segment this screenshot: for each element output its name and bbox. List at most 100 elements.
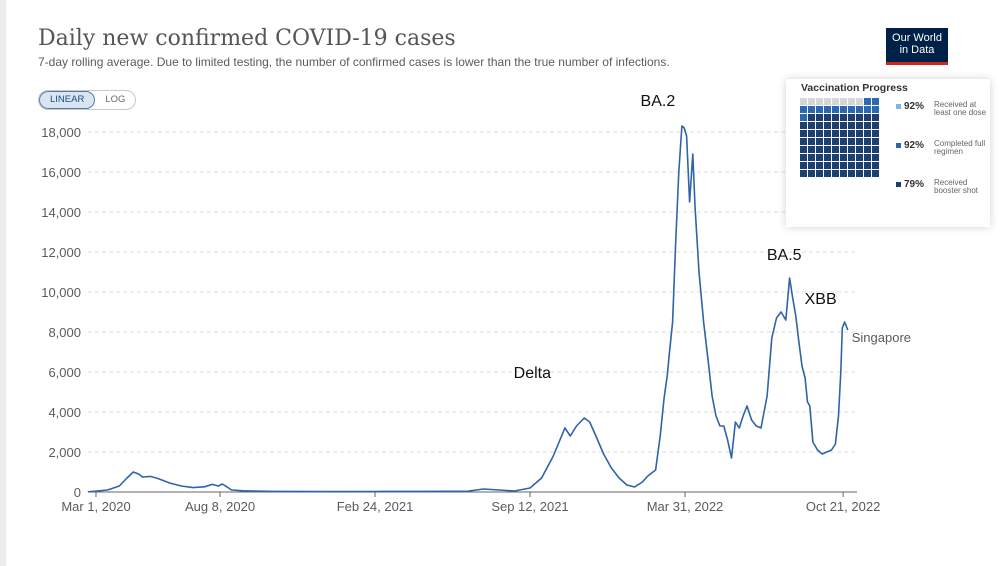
waffle-cell — [816, 106, 823, 113]
waffle-cell — [832, 122, 839, 129]
waffle-cell — [824, 130, 831, 137]
waffle-cell — [864, 122, 871, 129]
waffle-cell — [872, 114, 879, 121]
waffle-cell — [816, 122, 823, 129]
page-edge — [0, 0, 6, 566]
waffle-cell — [872, 106, 879, 113]
x-tick-label: Aug 8, 2020 — [185, 499, 255, 514]
waffle-cell — [808, 146, 815, 153]
waffle-cell — [832, 154, 839, 161]
waffle-cell — [872, 154, 879, 161]
waffle-cell — [800, 122, 807, 129]
waffle-cell — [848, 114, 855, 121]
booster-label: Received booster shot — [934, 178, 979, 195]
waffle-cell — [808, 122, 815, 129]
waffle-cell — [800, 146, 807, 153]
waffle-cell — [864, 106, 871, 113]
linear-scale-button[interactable]: LINEAR — [39, 91, 96, 109]
waffle-cell — [816, 114, 823, 121]
x-axis-ticks: Mar 1, 2020 Aug 8, 2020 Feb 24, 2021 Sep 12… — [61, 492, 880, 514]
y-tick-label: 6,000 — [48, 365, 81, 380]
waffle-cell — [832, 138, 839, 145]
waffle-cell — [824, 138, 831, 145]
waffle-cell — [840, 114, 847, 121]
waffle-cell — [808, 114, 815, 121]
waffle-cell — [840, 154, 847, 161]
full-swatch — [896, 143, 901, 148]
waffle-cell — [808, 138, 815, 145]
waffle-cell — [848, 138, 855, 145]
waffle-cell — [840, 98, 847, 105]
waffle-cell — [872, 162, 879, 169]
waffle-cell — [816, 154, 823, 161]
y-axis-ticks: 0 2,000 4,000 6,000 8,000 10,000 12,000 14,000 1… — [41, 125, 81, 500]
dose1-swatch — [896, 104, 901, 109]
vaccination-title: Vaccination Progress — [801, 82, 908, 94]
waffle-cell — [856, 170, 863, 177]
waffle-cell — [816, 138, 823, 145]
x-tick-label: Oct 21, 2022 — [806, 499, 880, 514]
annotation-delta: Delta — [514, 365, 551, 382]
waffle-cell — [848, 98, 855, 105]
waffle-cell — [800, 170, 807, 177]
series-label-singapore[interactable]: Singapore — [852, 330, 911, 345]
owid-logo[interactable]: Our World in Data — [886, 28, 948, 62]
waffle-cell — [824, 154, 831, 161]
waffle-cell — [808, 162, 815, 169]
waffle-cell — [848, 130, 855, 137]
waffle-cell — [832, 170, 839, 177]
logo-line-1: Our World — [892, 32, 942, 44]
y-tick-label: 4,000 — [48, 405, 81, 420]
waffle-cell — [824, 122, 831, 129]
waffle-cell — [864, 162, 871, 169]
waffle-cell — [856, 138, 863, 145]
dose1-pct: 92% — [904, 101, 925, 112]
waffle-cell — [808, 170, 815, 177]
waffle-cell — [856, 130, 863, 137]
vaccination-progress-panel: Vaccination Progress 92% Received at lea… — [786, 79, 990, 227]
waffle-cell — [856, 146, 863, 153]
waffle-cell — [816, 130, 823, 137]
waffle-cell — [824, 162, 831, 169]
y-tick-label: 8,000 — [48, 325, 81, 340]
waffle-cell — [856, 154, 863, 161]
booster-swatch — [896, 182, 901, 187]
waffle-cell — [800, 154, 807, 161]
waffle-cell — [848, 162, 855, 169]
chart-subtitle: 7-day rolling average. Due to limited te… — [38, 55, 670, 69]
x-tick-label: Feb 24, 2021 — [337, 499, 414, 514]
x-tick-label: Mar 1, 2020 — [61, 499, 130, 514]
waffle-cell — [816, 146, 823, 153]
waffle-cell — [816, 98, 823, 105]
y-tick-label: 12,000 — [41, 245, 81, 260]
waffle-cell — [832, 106, 839, 113]
waffle-cell — [864, 138, 871, 145]
waffle-cell — [832, 98, 839, 105]
waffle-cell — [840, 106, 847, 113]
waffle-cell — [840, 162, 847, 169]
annotation-xbb: XBB — [805, 291, 837, 308]
waffle-cell — [816, 162, 823, 169]
annotation-ba-2: BA.2 — [641, 93, 676, 110]
dose1-label: Received at least one dose — [934, 100, 987, 117]
waffle-cell — [848, 170, 855, 177]
series-line-singapore[interactable] — [87, 125, 849, 493]
log-scale-button[interactable]: LOG — [105, 94, 126, 105]
waffle-cell — [800, 98, 807, 105]
waffle-cell — [832, 162, 839, 169]
waffle-cell — [808, 130, 815, 137]
full-pct: 92% — [904, 140, 925, 151]
full-label: Completed full regimen — [934, 139, 986, 156]
waffle-cell — [872, 146, 879, 153]
waffle-cell — [856, 106, 863, 113]
waffle-cell — [800, 130, 807, 137]
waffle-cell — [864, 98, 871, 105]
waffle-cell — [832, 146, 839, 153]
waffle-cell — [800, 106, 807, 113]
logo-line-2: in Data — [899, 44, 935, 56]
waffle-cell — [808, 98, 815, 105]
waffle-cell — [808, 106, 815, 113]
waffle-cell — [832, 130, 839, 137]
waffle-cell — [824, 98, 831, 105]
